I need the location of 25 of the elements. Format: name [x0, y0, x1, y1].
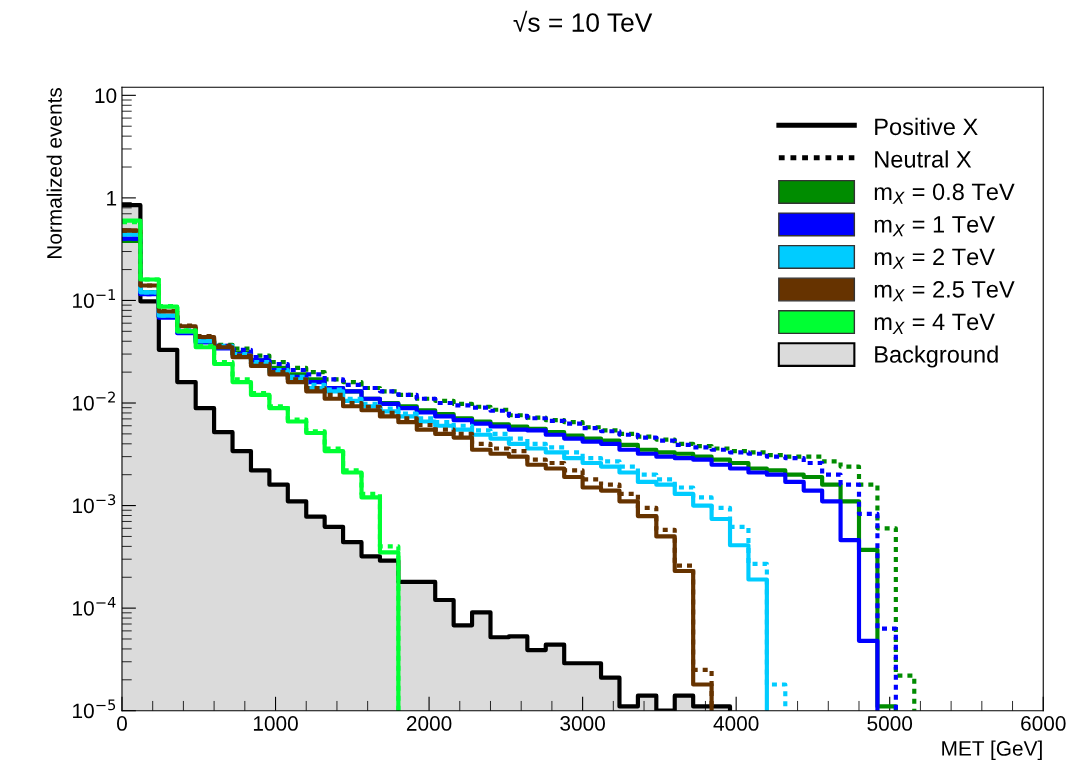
y-tick-label: 10$^{−1}$ [73, 289, 116, 309]
x-tick-label: 4000 [713, 716, 759, 731]
y-tick-label: 10 [95, 88, 117, 104]
legend-label: m$_{X}$ = 2.5 TeV [874, 281, 1015, 302]
legend-label: m$_{X}$ = 1 TeV [874, 216, 995, 237]
x-tick-label: 0 [117, 716, 127, 731]
y-axis-title: Normalized events [46, 87, 62, 259]
x-tick-label: 3000 [560, 716, 605, 731]
legend-label: m$_{X}$ = 2 TeV [874, 248, 995, 269]
chart-title: √s = 10 TeV [513, 10, 653, 32]
y-tick-label: 10$^{−5}$ [73, 699, 116, 719]
x-tick-label: 6000 [1021, 716, 1066, 731]
x-tick-label: 2000 [406, 716, 452, 731]
x-axis-title: MET [GeV] [942, 740, 1042, 760]
x-tick-label: 1000 [253, 716, 298, 731]
y-tick-label: 10$^{−2}$ [73, 391, 115, 411]
y-tick-label: 10$^{−4}$ [73, 596, 116, 616]
y-tick-label: 1 [107, 191, 117, 206]
y-tick-label: 10$^{−3}$ [73, 494, 116, 514]
annotation: Positive X [875, 117, 978, 136]
annotation: Neutral X [875, 150, 972, 168]
legend-label: Background [875, 345, 998, 368]
legend-label: m$_{X}$ = 0.8 TeV [874, 183, 1015, 204]
x-tick-label: 5000 [867, 716, 913, 731]
legend-label: m$_{X}$ = 4 TeV [874, 313, 995, 334]
